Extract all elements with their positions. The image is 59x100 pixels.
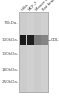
Bar bbox=[41, 35, 48, 45]
Bar bbox=[19, 12, 27, 92]
Bar bbox=[34, 35, 41, 45]
Text: MCF-7: MCF-7 bbox=[27, 0, 39, 12]
Text: 180kDa-: 180kDa- bbox=[2, 68, 19, 72]
Bar bbox=[27, 12, 34, 92]
Bar bbox=[27, 35, 34, 45]
Text: 250kDa-: 250kDa- bbox=[2, 80, 19, 84]
Text: Hela: Hela bbox=[20, 2, 29, 12]
Bar bbox=[19, 12, 48, 92]
Bar bbox=[19, 12, 48, 92]
Text: COL1A2: COL1A2 bbox=[51, 38, 59, 42]
Text: 100kDa-: 100kDa- bbox=[2, 38, 19, 42]
Bar bbox=[34, 12, 41, 92]
Bar bbox=[41, 12, 48, 92]
Text: Rat brain: Rat brain bbox=[42, 0, 57, 12]
Bar bbox=[20, 35, 26, 45]
Text: 130kDa-: 130kDa- bbox=[2, 52, 19, 56]
Text: 70kDa-: 70kDa- bbox=[4, 21, 19, 25]
Text: Mouse brain: Mouse brain bbox=[35, 0, 55, 12]
